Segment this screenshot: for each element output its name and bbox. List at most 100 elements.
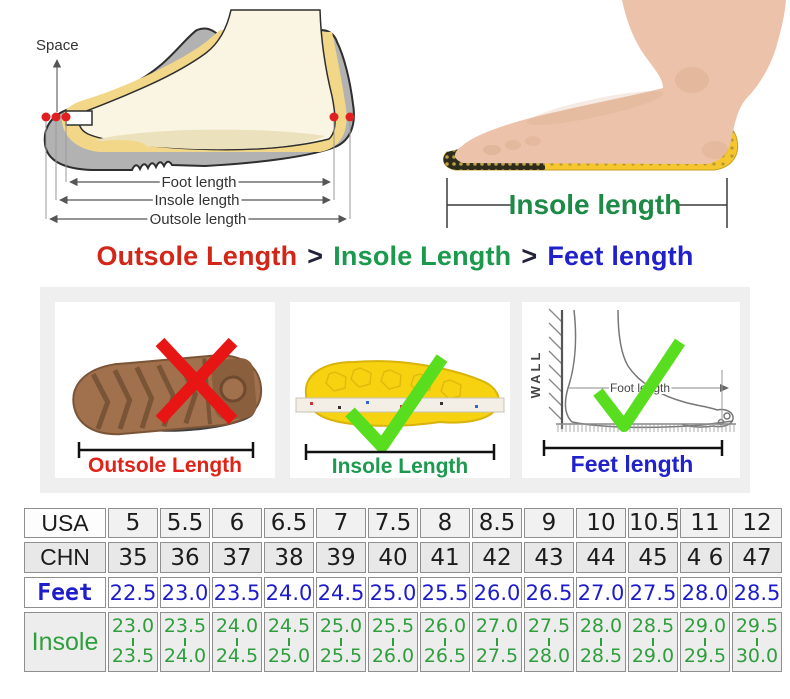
row-label-chn: CHN	[24, 542, 106, 573]
size-cell: 38	[264, 542, 314, 573]
size-cell: 27.5 28.0	[524, 612, 574, 672]
size-cell: 25.0 25.5	[316, 612, 366, 672]
size-cell: 8.5	[472, 508, 522, 538]
size-cell: 11	[680, 508, 730, 538]
size-cell: 5	[108, 508, 158, 538]
panel-insole-length: Insole Length	[290, 302, 510, 478]
size-cell: 27.0	[576, 577, 626, 608]
size-cell: 40	[368, 542, 418, 573]
size-cell: 7.5	[368, 508, 418, 538]
size-cell: 26.5	[524, 577, 574, 608]
panel-feet-length: WALL Foot length	[522, 302, 740, 478]
leg-foot-photo	[455, 0, 786, 164]
outsole-dim-line	[77, 442, 255, 458]
size-cell: 45	[628, 542, 678, 573]
size-cell: 37	[212, 542, 262, 573]
arch-shading	[95, 129, 325, 150]
size-cell: 12	[732, 508, 782, 538]
size-cell: 10	[576, 508, 626, 538]
size-cell: 28.0 28.5	[576, 612, 626, 672]
size-cell: 28.0	[680, 577, 730, 608]
size-cell: 23.5 24.0	[160, 612, 210, 672]
size-cell: 43	[524, 542, 574, 573]
size-cell: 42	[472, 542, 522, 573]
floor-ruler	[556, 423, 736, 432]
insole-photo-label: Insole length	[509, 189, 682, 220]
wall-label: WALL	[528, 350, 543, 399]
headline-separator: >	[521, 241, 538, 271]
foot-on-insole-photo: Insole length	[395, 0, 790, 240]
headline-feet: Feet length	[547, 241, 694, 271]
size-cell: 26.0	[472, 577, 522, 608]
size-cell: 35	[108, 542, 158, 573]
size-chart: USA 5 5.5 6 6.5 7 7.5 8 8.5 9 10 10.5 11 12 CHN 35 36 37 3…	[22, 504, 784, 676]
size-cell: 47	[732, 542, 782, 573]
size-cell: 29.5 30.0	[732, 612, 782, 672]
row-label-feet: Feet	[24, 577, 106, 608]
headline-outsole: Outsole Length	[96, 241, 298, 271]
size-cell: 36	[160, 542, 210, 573]
space-label: Space	[36, 37, 79, 54]
size-cell: 28.5 29.0	[628, 612, 678, 672]
wall-hatching	[548, 308, 563, 421]
measuring-tape	[295, 397, 505, 413]
panel-outsole-label: Outsole Length	[88, 454, 242, 477]
size-cell: 7	[316, 508, 366, 538]
row-label-usa: USA	[24, 508, 106, 538]
size-table-body: USA 5 5.5 6 6.5 7 7.5 8 8.5 9 10 10.5 11 12 CHN 35 36 37 3…	[24, 508, 782, 672]
size-cell: 24.0 24.5	[212, 612, 262, 672]
size-cell: 8	[420, 508, 470, 538]
size-cell: 10.5	[628, 508, 678, 538]
dimension-lines	[49, 177, 347, 224]
feet-dim-line	[542, 440, 724, 456]
green-check-icon	[593, 338, 685, 432]
size-row-usa: USA 5 5.5 6 6.5 7 7.5 8 8.5 9 10 10.5 11 12	[24, 508, 782, 538]
size-cell: 41	[420, 542, 470, 573]
green-check-icon	[345, 354, 448, 453]
headline-separator: >	[307, 241, 324, 271]
panel-insole-label: Insole Length	[332, 455, 469, 478]
size-cell: 44	[576, 542, 626, 573]
size-cell: 28.5	[732, 577, 782, 608]
size-cell: 27.5	[628, 577, 678, 608]
size-cell: 25.5	[420, 577, 470, 608]
size-rule-headline: Outsole Length > Insole Length > Feet length	[0, 241, 790, 272]
red-x-icon	[155, 337, 238, 425]
size-cell: 6	[212, 508, 262, 538]
measurement-examples-strip: Outsole Length	[40, 287, 750, 493]
size-cell: 25.5 26.0	[368, 612, 418, 672]
panel-outsole-length: Outsole Length	[55, 302, 275, 478]
headline-insole: Insole Length	[333, 241, 512, 271]
size-row-chn: CHN 35 36 37 38 39 40 41 42 43 44 45 4 6 47	[24, 542, 782, 573]
size-cell: 24.5 25.0	[264, 612, 314, 672]
size-cell: 29.0 29.5	[680, 612, 730, 672]
size-table: USA 5 5.5 6 6.5 7 7.5 8 8.5 9 10 10.5 11 12 CHN 35 36 37 3…	[22, 504, 784, 676]
size-cell: 6.5	[264, 508, 314, 538]
size-cell: 39	[316, 542, 366, 573]
size-cell: 9	[524, 508, 574, 538]
size-row-feet: Feet 22.5 23.0 23.5 24.0 24.5 25.0 25.5 26.0 26.5…	[24, 577, 782, 608]
foot-line-art	[564, 309, 734, 429]
size-cell: 4 6	[680, 542, 730, 573]
insole-length-dimension	[446, 178, 728, 228]
skin-shading	[483, 67, 728, 159]
size-cell: 24.0	[264, 577, 314, 608]
size-cell: 22.5	[108, 577, 158, 608]
size-cell: 26.0 26.5	[420, 612, 470, 672]
outsole-length-label: Outsole length	[150, 211, 247, 228]
size-cell: 27.0 27.5	[472, 612, 522, 672]
size-cell: 24.5	[316, 577, 366, 608]
insole-dim-line	[304, 444, 496, 460]
foot-length-label: Foot length	[161, 174, 236, 191]
measure-dots	[41, 112, 355, 122]
shoe-cross-section-diagram: Space Foot length Insol	[0, 0, 395, 240]
shoe-outsole-bottom-view	[72, 354, 262, 436]
insole-length-label: Insole length	[154, 192, 239, 209]
guide-lines	[45, 121, 351, 219]
size-cell: 23.0 23.5	[108, 612, 158, 672]
size-row-insole: Insole 23.0 23.5 23.5 24.0 24.0 24.5 24.5 25.0 25…	[24, 612, 782, 672]
size-cell: 5.5	[160, 508, 210, 538]
row-label-insole: Insole	[24, 612, 106, 672]
size-cell: 25.0	[368, 577, 418, 608]
